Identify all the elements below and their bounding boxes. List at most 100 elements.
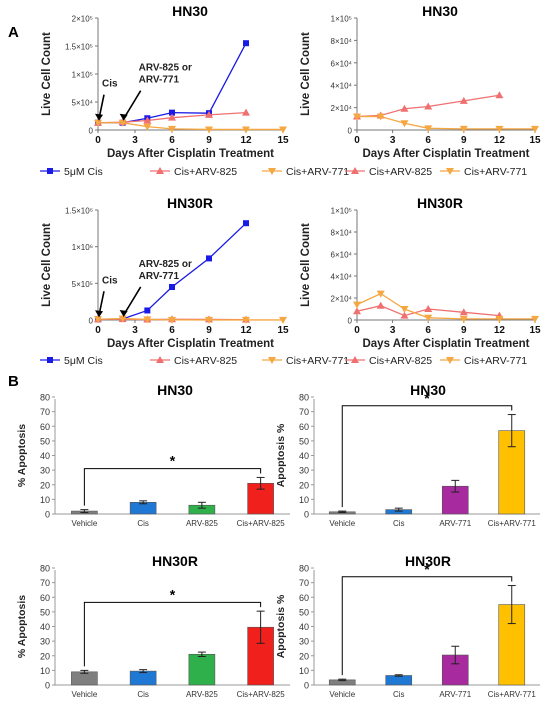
data-point [144, 307, 151, 314]
data-point [495, 91, 504, 99]
legend-label: 5μM Cis [64, 355, 103, 367]
data-point [400, 306, 409, 313]
data-point [424, 125, 433, 133]
data-point [143, 316, 152, 324]
data-point [353, 301, 361, 309]
data-point [118, 119, 127, 127]
data-point [376, 301, 385, 309]
data-point [353, 113, 361, 121]
x-tick-label: 12 [494, 325, 506, 336]
panel-label-b: B [8, 373, 19, 390]
annotation-text: ARV-771 [139, 271, 180, 282]
legend-label: Cis+ARV-771 [464, 166, 527, 178]
y-tick-label: 10 [40, 495, 50, 505]
data-point [376, 290, 385, 298]
data-point [168, 113, 176, 121]
y-tick-label: 4×10⁴ [331, 82, 353, 91]
chart-title: HN30 [410, 382, 446, 398]
data-point [168, 125, 176, 133]
annotation-arrowhead [119, 309, 128, 317]
category-label: ARV-771 [439, 519, 471, 528]
x-tick-label: 12 [240, 135, 252, 146]
y-tick-label: 0 [348, 127, 353, 136]
annotation-text: Cis [102, 275, 118, 286]
y-axis-label: Live Cell Count [300, 32, 312, 116]
category-label: ARV-825 [186, 690, 218, 699]
significance-star: * [424, 390, 430, 406]
chart-b3: HN30R 0 10 20 30 40 50 60 70 80 % Apoptosis Vehicle… [16, 553, 290, 699]
chart-title: HN30 [172, 3, 208, 19]
category-label: Cis [393, 519, 405, 528]
data-point [206, 255, 212, 262]
data-point [495, 125, 504, 133]
x-tick-label: 15 [529, 325, 541, 336]
y-tick-label: 20 [40, 480, 50, 490]
y-tick-label: 10 [40, 666, 50, 676]
data-point [242, 126, 250, 134]
y-tick-label: 1.5×10⁵ [65, 43, 93, 52]
data-point [376, 113, 385, 121]
bar [385, 675, 413, 686]
chart-title: HN30 [157, 382, 193, 398]
category-label: ARV-825 [186, 519, 218, 528]
legend-marker [47, 357, 53, 363]
category-label: Cis+ARV-825 [237, 519, 286, 528]
y-tick-label: 70 [40, 407, 50, 417]
annotation-arrowhead [95, 310, 103, 318]
y-axis-label: Apoptosis % [275, 594, 287, 658]
data-point [531, 125, 539, 133]
annotation-text: Cis [102, 79, 118, 90]
legend-label: Cis+ARV-771 [464, 355, 527, 367]
y-axis-label: Live Cell Count [41, 32, 53, 116]
category-label: Cis+ARV-771 [488, 519, 537, 528]
y-tick-label: 20 [40, 651, 50, 661]
x-tick-label: 6 [425, 325, 431, 336]
y-tick-label: 40 [299, 451, 309, 461]
data-point [495, 315, 504, 323]
annotation-text: ARV-825 or [139, 259, 192, 270]
y-tick-label: 80 [40, 393, 50, 403]
y-tick-label: 40 [40, 622, 50, 632]
y-tick-label: 4×10⁴ [331, 273, 353, 282]
legend-marker [268, 357, 276, 364]
x-tick-label: 9 [206, 325, 212, 336]
chart-a2: HN30 0 2×10⁴ 4×10⁴ 6×10⁴ 8×10⁴ 1×10⁵ 0 3 6 9 12 15Da… [300, 3, 541, 178]
y-tick-label: 50 [299, 607, 309, 617]
chart-b1: HN30 0 10 20 30 40 50 60 70 80 % Apoptosis Vehicle C… [16, 382, 290, 528]
legend-marker [446, 357, 454, 364]
x-axis-label: Days After Cisplatin Treatment [362, 148, 529, 160]
data-point [353, 307, 361, 315]
y-tick-label: 6×10⁴ [331, 251, 353, 260]
data-point [459, 125, 468, 133]
legend-label: Cis+ARV-825 [174, 166, 237, 178]
data-point [243, 40, 249, 47]
significance-bracket [83, 468, 262, 506]
x-axis-label: Days After Cisplatin Treatment [107, 148, 274, 160]
y-tick-label: 70 [299, 578, 309, 588]
y-tick-label: 20 [299, 651, 309, 661]
y-tick-label: 80 [299, 393, 309, 403]
data-point [279, 126, 287, 134]
data-point [143, 123, 152, 131]
x-tick-label: 6 [169, 325, 175, 336]
y-axis-label: % Apoptosis [16, 595, 28, 658]
chart-title: HN30R [167, 195, 213, 211]
series-line [98, 122, 283, 131]
y-tick-label: 0 [89, 127, 94, 136]
legend-label: 5μM Cis [64, 166, 103, 178]
y-tick-label: 50 [40, 607, 50, 617]
x-tick-label: 3 [132, 135, 138, 146]
y-tick-label: 40 [40, 451, 50, 461]
data-point [459, 315, 468, 323]
y-tick-label: 50 [299, 436, 309, 446]
data-point [143, 116, 152, 124]
y-tick-label: 0 [304, 681, 309, 691]
y-tick-label: 1.5×10⁶ [65, 207, 93, 216]
data-point [94, 119, 102, 127]
data-point [205, 110, 213, 118]
legend-marker [446, 168, 454, 175]
y-tick-label: 80 [299, 564, 309, 574]
significance-bracket [341, 576, 513, 676]
